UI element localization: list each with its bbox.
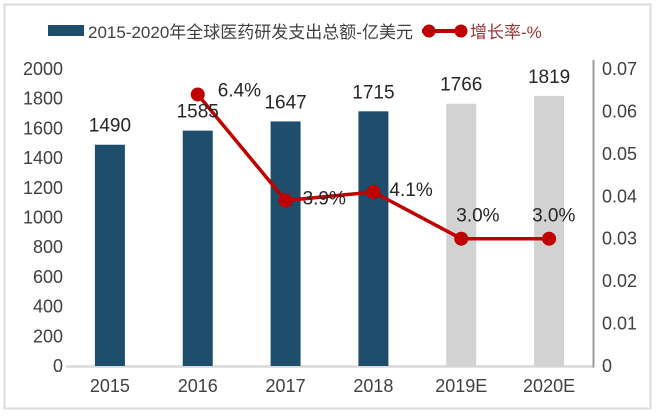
right-axis-tick-0: 0 bbox=[602, 356, 612, 376]
legend-line-dot-left bbox=[422, 24, 436, 38]
line-point-label-2017: 3.9% bbox=[303, 189, 346, 210]
bar-value-label-2019E: 1766 bbox=[440, 75, 482, 96]
line-point-label-2019E: 3.0% bbox=[456, 206, 499, 227]
legend-label-line-series: 增长率-% bbox=[470, 23, 542, 42]
left-axis-tick-1000: 1000 bbox=[23, 208, 63, 228]
legend-label-bar-series: 2015-2020年全球医药研发支出总额-亿美元 bbox=[88, 23, 413, 42]
bar-2015 bbox=[94, 144, 125, 366]
left-axis-tick-1200: 1200 bbox=[23, 178, 63, 198]
legend-line-marker-icon bbox=[422, 24, 468, 38]
right-axis-tick-0.01: 0.01 bbox=[602, 314, 637, 334]
plot-area: 20001800160014001200100080060040020000.0… bbox=[23, 59, 637, 396]
x-axis-label-2020E: 2020E bbox=[523, 376, 575, 396]
bar-value-label-2020E: 1819 bbox=[528, 67, 570, 88]
bar-value-label-2015: 1490 bbox=[89, 116, 131, 137]
left-axis-tick-800: 800 bbox=[33, 237, 63, 257]
right-axis-tick-0.04: 0.04 bbox=[602, 186, 637, 206]
left-axis-tick-2000: 2000 bbox=[23, 59, 63, 79]
right-axis-tick-0.07: 0.07 bbox=[602, 59, 637, 79]
left-axis-tick-0: 0 bbox=[53, 356, 63, 376]
right-axis-tick-0.05: 0.05 bbox=[602, 144, 637, 164]
left-axis-tick-200: 200 bbox=[33, 326, 63, 346]
bar-2017 bbox=[270, 121, 301, 366]
bar-2020E bbox=[534, 95, 565, 366]
right-axis-tick-0.03: 0.03 bbox=[602, 229, 637, 249]
line-point-2017 bbox=[278, 193, 293, 208]
bar-value-label-2016: 1585 bbox=[177, 102, 219, 123]
line-point-label-2018: 4.1% bbox=[389, 180, 432, 201]
x-axis-label-2018: 2018 bbox=[353, 376, 393, 396]
left-axis-tick-400: 400 bbox=[33, 297, 63, 317]
left-axis-tick-1800: 1800 bbox=[23, 89, 63, 109]
right-axis-tick-0.06: 0.06 bbox=[602, 101, 637, 121]
chart-frame bbox=[3, 3, 652, 410]
line-point-2019E bbox=[454, 231, 469, 246]
bar-value-label-2017: 1647 bbox=[264, 92, 306, 113]
line-point-label-2016: 6.4% bbox=[218, 80, 261, 101]
line-point-label-2020E: 3.0% bbox=[532, 206, 575, 227]
line-point-2020E bbox=[542, 231, 557, 246]
x-axis-label-2017: 2017 bbox=[266, 376, 306, 396]
left-axis-tick-600: 600 bbox=[33, 267, 63, 287]
legend: 2015-2020年全球医药研发支出总额-亿美元 增长率-% bbox=[48, 23, 542, 42]
legend-bar-swatch bbox=[48, 25, 84, 36]
x-axis-label-2016: 2016 bbox=[178, 376, 218, 396]
left-axis-tick-1600: 1600 bbox=[23, 118, 63, 138]
bar-2018 bbox=[358, 111, 389, 366]
x-axis-label-2019E: 2019E bbox=[435, 376, 487, 396]
line-point-2018 bbox=[366, 185, 381, 200]
right-axis-tick-0.02: 0.02 bbox=[602, 271, 637, 291]
legend-line-dot-right bbox=[454, 24, 468, 38]
bar-value-label-2018: 1715 bbox=[352, 82, 394, 103]
line-point-2016 bbox=[190, 87, 205, 102]
left-axis-tick-1400: 1400 bbox=[23, 148, 63, 168]
x-axis-label-2015: 2015 bbox=[90, 376, 130, 396]
bar-2016 bbox=[182, 130, 213, 366]
